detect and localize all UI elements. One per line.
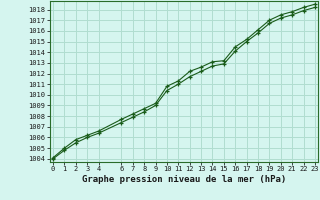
X-axis label: Graphe pression niveau de la mer (hPa): Graphe pression niveau de la mer (hPa) — [82, 175, 286, 184]
